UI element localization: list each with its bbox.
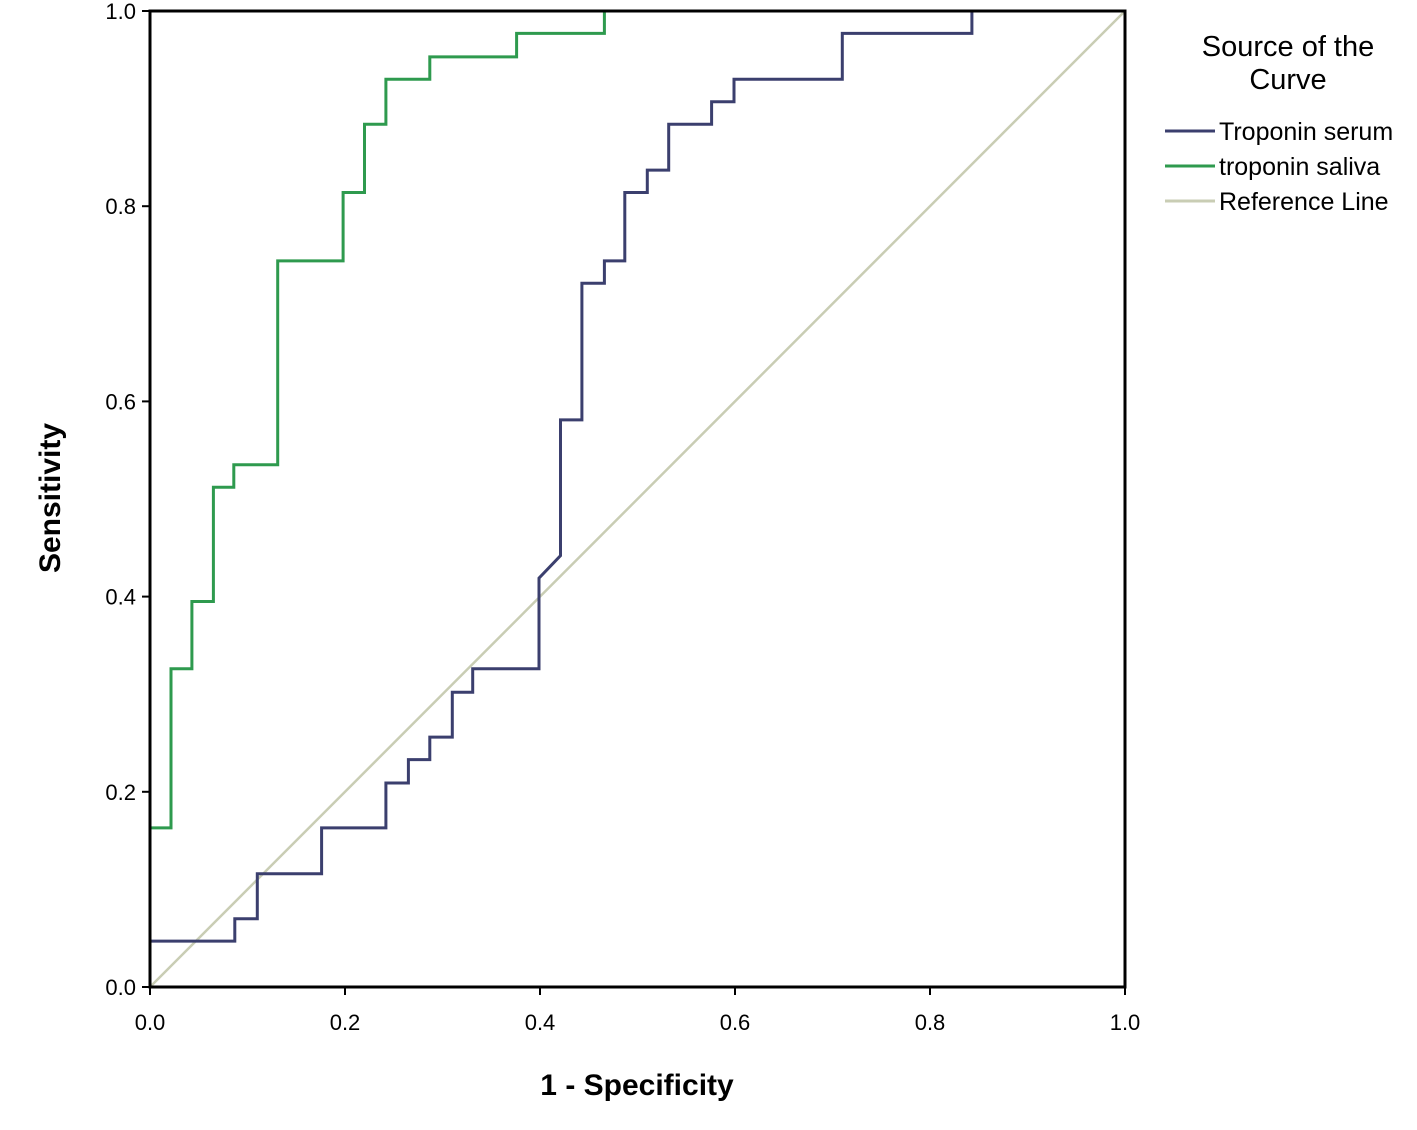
series-layer (148, 9, 1126, 988)
series-line-troponin-saliva (148, 9, 1125, 987)
x-tick-label: 0.4 (525, 1010, 556, 1035)
legend-title-line-1: Source of the (1202, 31, 1375, 63)
y-tick-label: 0.6 (105, 389, 136, 414)
series-line-troponin-serum (148, 9, 1125, 987)
y-tick-label: 1.0 (105, 0, 136, 24)
x-tick-label: 0.6 (720, 1010, 751, 1035)
legend: Source of the Curve Troponin serum tropon… (1165, 31, 1393, 216)
x-tick-label: 0.0 (135, 1010, 166, 1035)
series-line-reference-line (149, 10, 1126, 988)
y-tick-label: 0.8 (105, 194, 136, 219)
legend-title-line-2: Curve (1249, 64, 1326, 96)
y-axis-title: Sensitivity (34, 423, 67, 573)
plot-frame (148, 9, 1127, 989)
x-tick-label: 0.2 (330, 1010, 361, 1035)
x-axis-title: 1 - Specificity (540, 1069, 734, 1102)
ticks-layer: 0.0 0.2 0.4 0.6 0.8 1.0 0.0 0.2 0.4 0.6 0.8 1.0 (105, 0, 1140, 1035)
x-tick-label: 1.0 (1110, 1010, 1141, 1035)
y-tick-label: 0.4 (105, 585, 136, 610)
x-tick-label: 0.8 (915, 1010, 946, 1035)
legend-label: troponin saliva (1219, 153, 1380, 181)
y-tick-label: 0.2 (105, 780, 136, 805)
legend-label: Reference Line (1219, 188, 1389, 216)
legend-label: Troponin serum (1219, 118, 1393, 146)
y-tick-label: 0.0 (105, 975, 136, 1000)
